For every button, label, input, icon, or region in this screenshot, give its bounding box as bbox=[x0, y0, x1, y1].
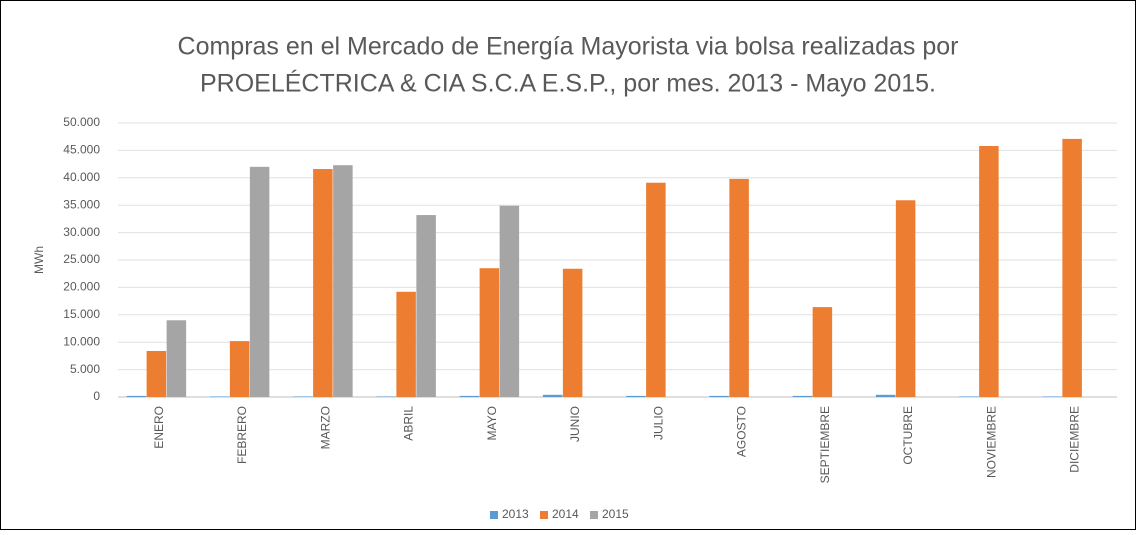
y-tick-label: 35.000 bbox=[63, 197, 100, 211]
chart-title: Compras en el Mercado de Energía Mayoris… bbox=[178, 33, 959, 61]
legend-swatch bbox=[590, 511, 598, 519]
x-tick-label: OCTUBRE bbox=[901, 406, 915, 465]
legend-label: 2014 bbox=[552, 507, 579, 521]
bar bbox=[895, 200, 916, 397]
x-tick-label: NOVIEMBRE bbox=[984, 406, 998, 478]
bar bbox=[313, 169, 333, 397]
bar bbox=[1042, 396, 1062, 397]
x-tick-label: MAYO bbox=[485, 406, 499, 440]
y-tick-label: 15.000 bbox=[63, 307, 100, 321]
y-tick-label: 20.000 bbox=[63, 280, 100, 294]
bar bbox=[396, 291, 416, 397]
bar bbox=[459, 395, 480, 397]
y-tick-label: 25.000 bbox=[63, 252, 100, 266]
bar bbox=[146, 350, 167, 397]
bar bbox=[709, 395, 729, 397]
y-tick-label: 30.000 bbox=[63, 225, 100, 239]
x-tick-label: SEPTIEMBRE bbox=[818, 406, 832, 483]
x-tick-label: JUNIO bbox=[568, 406, 582, 442]
legend-label: 2015 bbox=[602, 507, 629, 521]
bar bbox=[1062, 138, 1082, 397]
x-tick-label: FEBRERO bbox=[235, 406, 249, 464]
x-tick-label: JULIO bbox=[651, 406, 665, 440]
bar bbox=[979, 146, 999, 397]
bar bbox=[875, 394, 896, 397]
y-tick-label: 40.000 bbox=[63, 170, 100, 184]
bar bbox=[729, 178, 749, 397]
bar bbox=[166, 320, 187, 397]
bar bbox=[812, 307, 833, 397]
bar bbox=[209, 396, 230, 397]
legend-swatch bbox=[490, 511, 498, 519]
legend-label: 2013 bbox=[502, 507, 529, 521]
x-tick-label: MARZO bbox=[318, 406, 332, 449]
y-axis-label: MWh bbox=[32, 246, 46, 274]
x-tick-label: AGOSTO bbox=[735, 406, 749, 457]
bar bbox=[499, 205, 520, 397]
bar bbox=[416, 215, 436, 397]
bar bbox=[542, 394, 563, 397]
bar bbox=[626, 395, 646, 397]
x-tick-label: ABRIL bbox=[402, 406, 416, 441]
bar bbox=[959, 396, 979, 397]
bar bbox=[249, 166, 270, 397]
bar bbox=[333, 165, 353, 397]
y-tick-label: 0 bbox=[93, 389, 100, 403]
bar bbox=[646, 182, 666, 397]
y-tick-label: 45.000 bbox=[63, 143, 100, 157]
bar bbox=[479, 268, 500, 397]
x-tick-label: ENERO bbox=[152, 406, 166, 449]
bar bbox=[376, 396, 396, 397]
bar bbox=[126, 395, 147, 397]
bar bbox=[293, 396, 313, 397]
y-tick-label: 50.000 bbox=[63, 115, 100, 129]
bar bbox=[792, 395, 813, 397]
x-tick-label: DICIEMBRE bbox=[1068, 406, 1082, 473]
y-tick-label: 5.000 bbox=[70, 362, 100, 376]
y-tick-label: 10.000 bbox=[63, 334, 100, 348]
chart-title: PROELÉCTRICA & CIA S.C.A E.S.P., por mes… bbox=[200, 69, 936, 98]
legend-swatch bbox=[540, 511, 548, 519]
bar bbox=[229, 341, 250, 397]
bar bbox=[562, 268, 583, 397]
